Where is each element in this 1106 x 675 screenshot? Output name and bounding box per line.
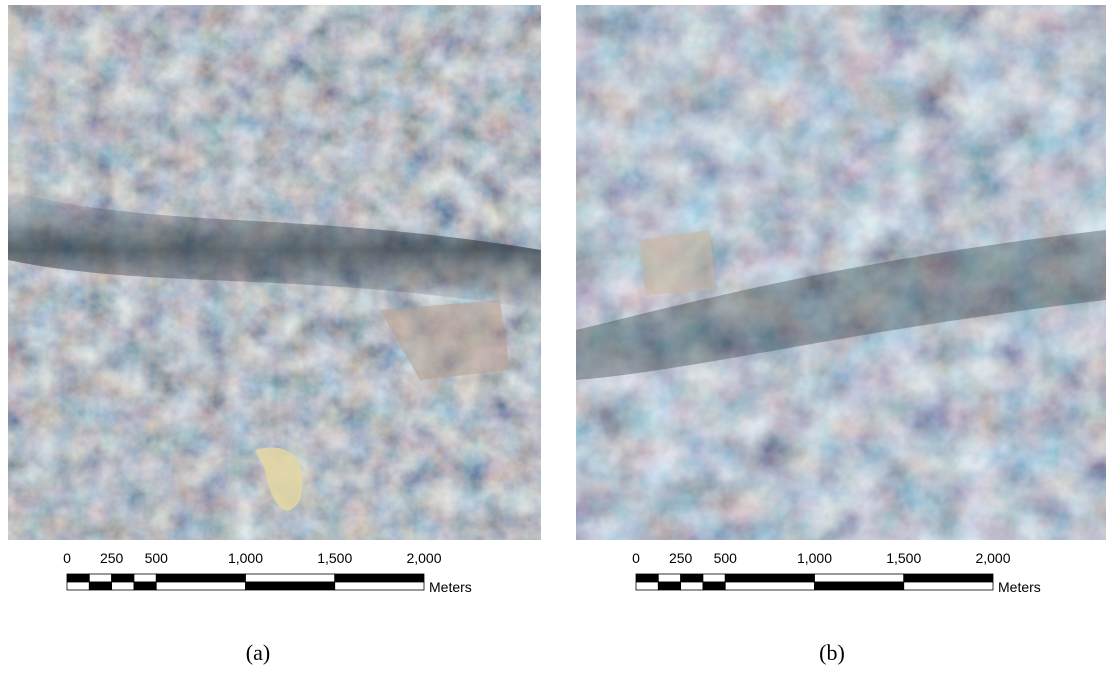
scale-segment [725, 582, 814, 590]
scale-bar: 0 250 500 1,000 1,500 2,000 Meters [632, 550, 1041, 595]
scale-tick-label: 250 [100, 550, 124, 566]
scale-segment [112, 582, 134, 590]
scale-unit: Meters [998, 579, 1041, 595]
scale-segment [89, 582, 111, 590]
scale-segment [67, 582, 89, 590]
scale-segment [134, 574, 156, 582]
scale-segment [134, 582, 156, 590]
scale-segment [335, 582, 424, 590]
scale-segment [815, 574, 904, 582]
scale-tick-label: 1,500 [317, 550, 352, 566]
scale-segment [658, 574, 680, 582]
scale-segment [156, 574, 245, 582]
scale-tick-label: 1,500 [886, 550, 921, 566]
scale-tick-label: 0 [63, 550, 71, 566]
scale-segment [636, 574, 658, 582]
scale-segment [636, 582, 658, 590]
scale-segment [681, 574, 703, 582]
scale-segment [681, 582, 703, 590]
figure: 0 250 500 1,000 1,500 2,000 Meters 0 250 500 1,00… [0, 0, 1106, 675]
satellite-image-a [8, 5, 541, 540]
scale-segment [703, 582, 725, 590]
scale-tick-label: 500 [714, 550, 738, 566]
scale-segment [904, 582, 993, 590]
scale-segment [815, 582, 904, 590]
panel-label: (a) [246, 640, 270, 665]
scale-segment [67, 574, 89, 582]
scale-segment [904, 574, 993, 582]
scale-unit: Meters [429, 579, 472, 595]
scale-tick-label: 2,000 [406, 550, 441, 566]
scale-segment [112, 574, 134, 582]
satellite-image-b [576, 5, 1106, 540]
scale-tick-label: 0 [632, 550, 640, 566]
scale-segment [246, 574, 335, 582]
scale-segment [156, 582, 245, 590]
scale-tick-label: 1,000 [797, 550, 832, 566]
scale-segment [246, 582, 335, 590]
panel-label: (b) [819, 640, 845, 665]
scale-tick-label: 1,000 [228, 550, 263, 566]
scale-segment [89, 574, 111, 582]
scale-segment [335, 574, 424, 582]
scale-segment [703, 574, 725, 582]
scale-segment [658, 582, 680, 590]
scale-segment [725, 574, 814, 582]
scale-tick-label: 2,000 [975, 550, 1010, 566]
scale-tick-label: 500 [145, 550, 169, 566]
scale-tick-label: 250 [669, 550, 693, 566]
scale-bar: 0 250 500 1,000 1,500 2,000 Meters [63, 550, 472, 595]
